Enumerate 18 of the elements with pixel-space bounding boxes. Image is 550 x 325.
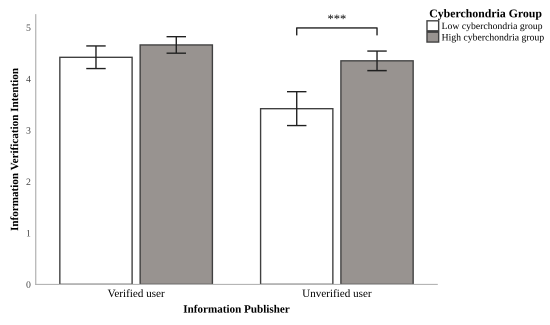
bar <box>340 60 414 284</box>
y-axis-title: Information Verification Intention <box>10 68 18 231</box>
bar <box>139 44 214 284</box>
x-tick-label: Unverified user <box>302 289 372 298</box>
bar <box>260 108 334 284</box>
y-tick-label: 4 <box>26 76 31 82</box>
annotation: *** <box>328 14 346 20</box>
x-axis-title: Information Publisher <box>184 304 290 313</box>
x-tick-label: Verified user <box>108 289 165 298</box>
legend-title: Cyberchondria Group <box>430 9 542 20</box>
y-tick-label: 1 <box>26 230 30 236</box>
legend-label: High cyberchondria group <box>442 34 544 42</box>
y-tick-label: 2 <box>26 178 30 185</box>
y-tick-label: 5 <box>26 24 31 31</box>
y-tick-label: 0 <box>26 281 31 288</box>
y-tick-label: 3 <box>26 127 31 134</box>
legend-label: Low cyberchondria group <box>442 22 542 32</box>
bar <box>59 56 133 284</box>
